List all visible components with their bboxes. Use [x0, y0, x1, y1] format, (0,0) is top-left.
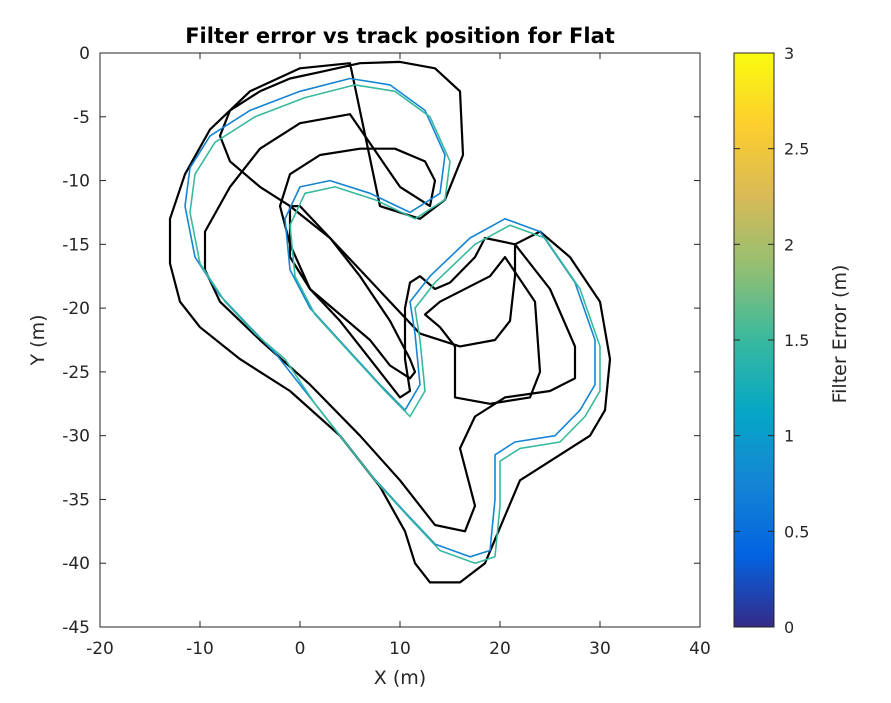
filter-trajectory-1	[184, 77, 596, 558]
colorbar-tick-label: 2.5	[784, 140, 809, 159]
colorbar-label: Filter Error (m)	[829, 265, 851, 404]
track-inner-boundary	[203, 113, 577, 533]
y-tick-label: 0	[79, 44, 90, 64]
x-tick-label: -10	[186, 639, 214, 659]
y-tick-label: -15	[62, 235, 90, 255]
x-tick-label: 0	[295, 639, 306, 659]
colorbar-tick-label: 1.5	[784, 331, 809, 350]
y-tick-label: -35	[62, 490, 90, 510]
colorbar-tick-label: 3	[784, 44, 794, 63]
x-axis-label: X (m)	[374, 667, 426, 689]
y-tick-label: -5	[73, 108, 90, 128]
y-tick-label: -30	[62, 427, 90, 447]
y-tick-label: -20	[62, 299, 90, 319]
colorbar-tick-label: 0	[784, 618, 794, 637]
colorbar-tick-label: 2	[784, 235, 794, 254]
y-tick-label: -25	[62, 363, 90, 383]
plot-area: -20 -10 0 10 20 30 40 0 -5 -10 -15 -20 -25 -30 -35 -40…	[62, 44, 711, 659]
track-mid-island	[288, 205, 417, 380]
filter-trajectory-2	[189, 84, 601, 564]
track-outer-boundary	[168, 60, 612, 584]
colorbar-gradient	[733, 52, 775, 628]
y-tick-label: -10	[62, 172, 90, 192]
x-tick-label: 30	[589, 639, 611, 659]
x-tick-label: 40	[689, 639, 711, 659]
colorbar: 0 0.5 1 1.5 2 2.5 3	[733, 44, 809, 637]
colorbar-tick-label: 1	[784, 427, 794, 446]
x-tick-label: 20	[489, 639, 511, 659]
y-tick-label: -40	[62, 554, 90, 574]
y-tick-label: -45	[62, 618, 90, 638]
track-inner-island	[423, 256, 542, 405]
x-tick-label: -20	[86, 639, 114, 659]
chart-title: Filter error vs track position for Flat	[185, 24, 615, 48]
y-axis-label: Y (m)	[27, 315, 49, 367]
colorbar-tick-label: 0.5	[784, 522, 809, 541]
x-tick-label: 10	[389, 639, 411, 659]
